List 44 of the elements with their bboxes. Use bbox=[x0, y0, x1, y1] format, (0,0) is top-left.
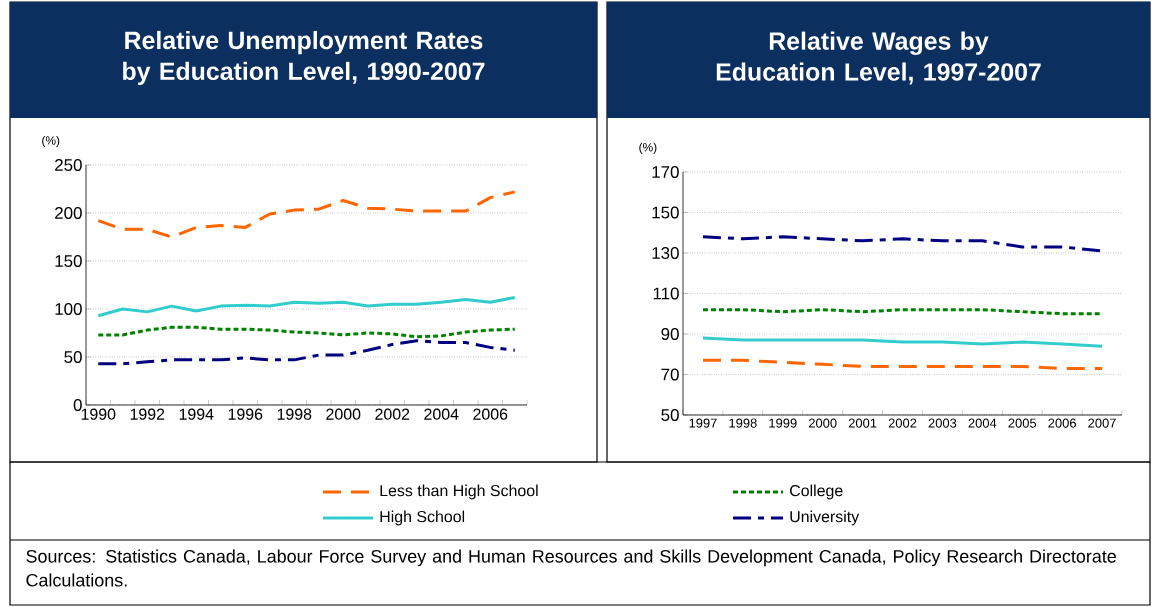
x-tick-label: 2007 bbox=[1088, 418, 1116, 428]
y-tick-label: 170 bbox=[652, 165, 679, 178]
x-tick-label: 1996 bbox=[228, 408, 263, 420]
source-note: Sources: Statistics Canada, Labour Force Survey and Human Resources and Skills Development Canada, Policy Research Directorate Calculations. bbox=[26, 549, 1116, 587]
y-tick-label: 70 bbox=[661, 368, 679, 381]
y-tick-label: 150 bbox=[652, 206, 679, 219]
x-tick-label: 1990 bbox=[81, 408, 116, 420]
y-axis-title: (%) bbox=[42, 135, 60, 148]
x-tick-label: 2002 bbox=[375, 408, 410, 420]
x-tick-label: 2000 bbox=[326, 408, 361, 420]
legend-label: High School bbox=[380, 510, 465, 526]
x-tick-label: 1997 bbox=[689, 418, 717, 428]
y-tick-label: 90 bbox=[661, 327, 679, 340]
x-tick-label: 1998 bbox=[277, 408, 312, 420]
x-tick-label: 1998 bbox=[729, 418, 757, 428]
x-tick-label: 2004 bbox=[424, 408, 459, 420]
y-tick-label: 100 bbox=[55, 302, 82, 315]
legend-label: College bbox=[790, 484, 843, 500]
y-tick-label: 50 bbox=[661, 408, 679, 421]
x-tick-label: 2003 bbox=[928, 418, 957, 428]
x-tick-label: 1999 bbox=[769, 418, 797, 428]
legend-label: University bbox=[790, 510, 860, 526]
chart-title: Relative Wages by Education Level, 1997-2007 bbox=[716, 31, 1041, 85]
x-tick-label: 2001 bbox=[848, 418, 877, 428]
line-series bbox=[96, 295, 517, 318]
y-tick-label: 150 bbox=[55, 254, 82, 267]
x-tick-label: 2006 bbox=[473, 408, 508, 420]
x-tick-label: 2005 bbox=[1008, 418, 1037, 428]
x-tick-label: 2002 bbox=[888, 418, 917, 428]
x-tick-label: 2004 bbox=[968, 418, 997, 428]
y-tick-label: 250 bbox=[55, 158, 82, 171]
y-tick-label: 130 bbox=[652, 246, 679, 259]
x-tick-label: 1994 bbox=[179, 408, 214, 420]
y-tick-label: 50 bbox=[64, 350, 82, 363]
x-tick-label: 2000 bbox=[808, 418, 837, 428]
line-series bbox=[96, 325, 517, 339]
y-tick-label: 110 bbox=[653, 287, 679, 300]
x-tick-label: 1992 bbox=[130, 408, 165, 420]
y-tick-label: 0 bbox=[73, 398, 82, 411]
y-tick-label: 200 bbox=[55, 206, 82, 219]
legend-label: Less than High School bbox=[380, 484, 538, 500]
y-axis-title: (%) bbox=[639, 142, 657, 154]
x-tick-label: 2006 bbox=[1048, 418, 1076, 428]
chart-title: Relative Unemployment Rates by Education Level, 1990-2007 bbox=[123, 30, 485, 86]
